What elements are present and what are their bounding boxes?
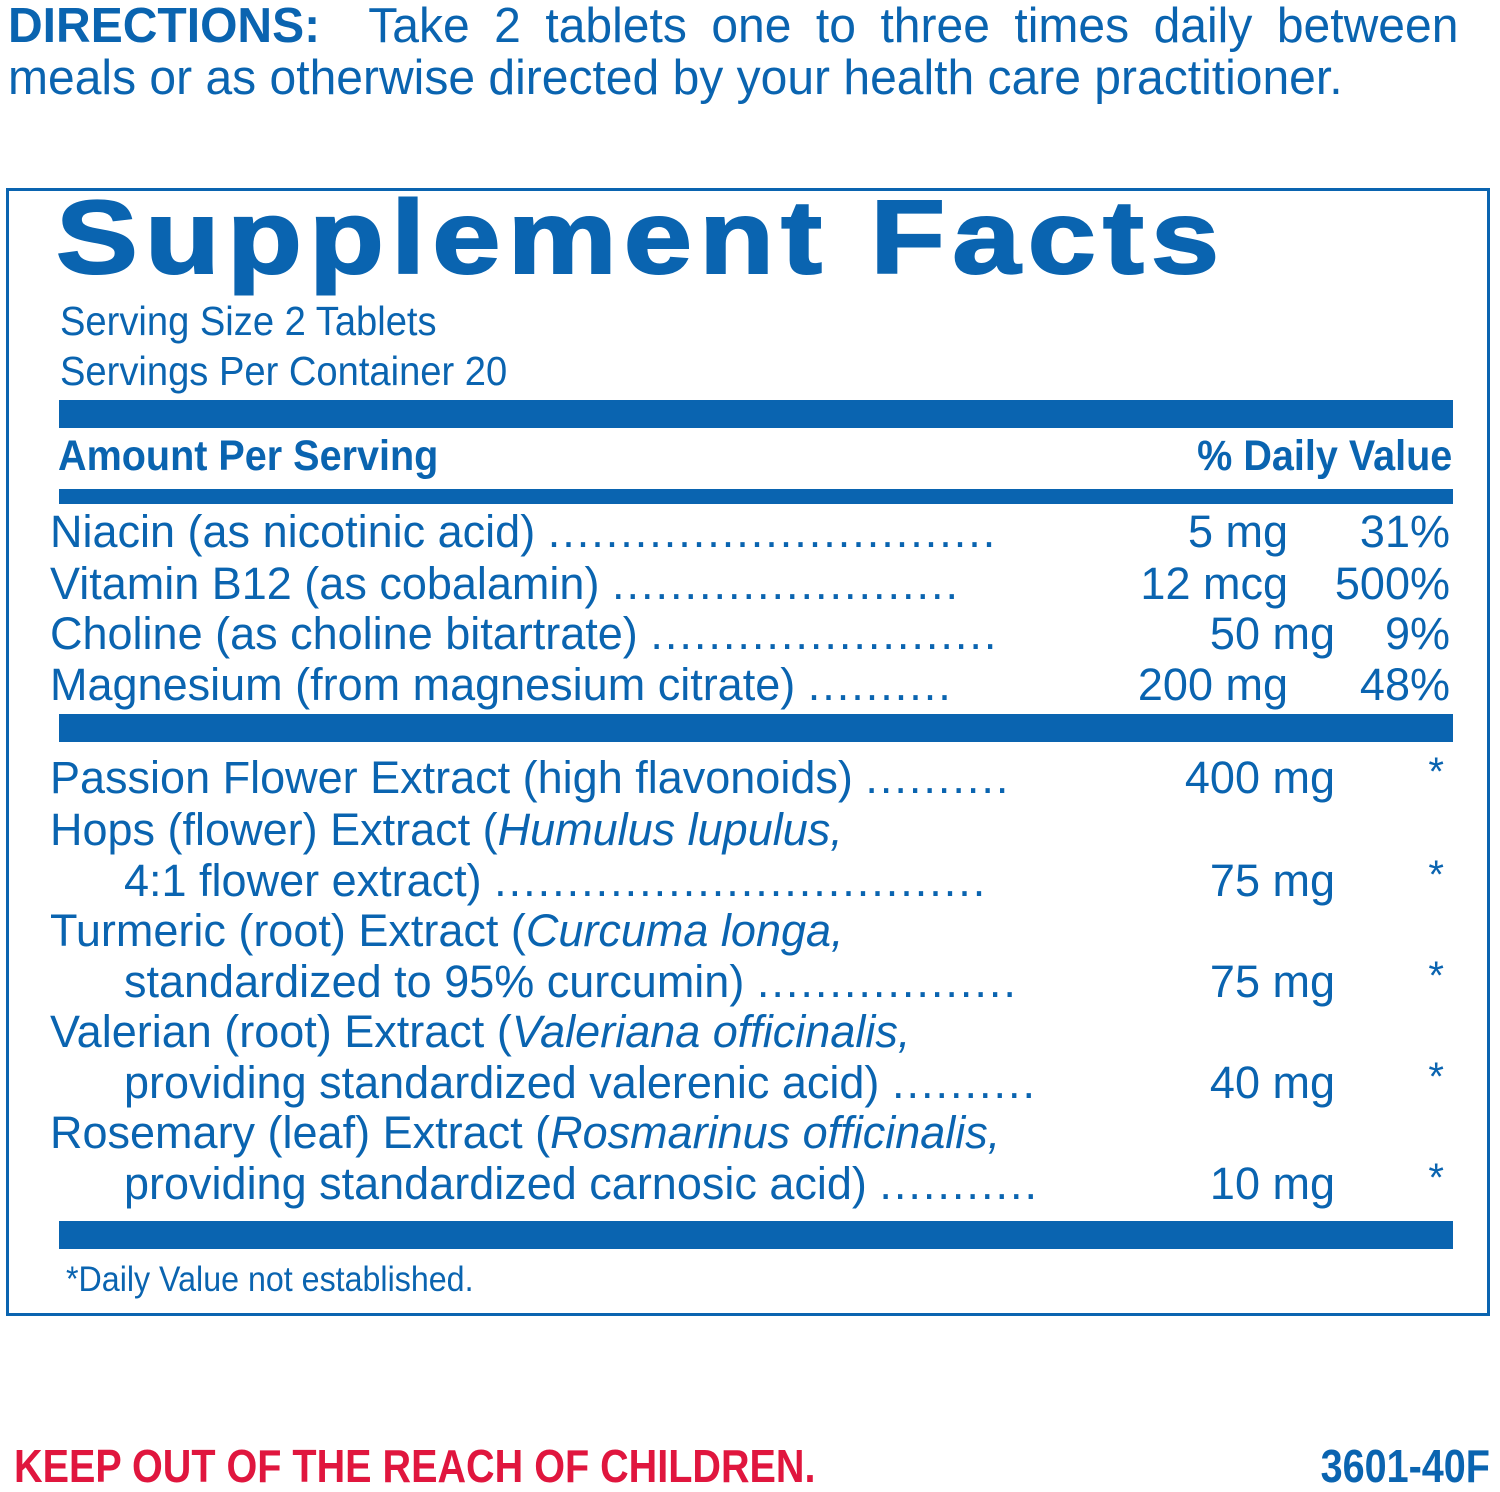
serving-size: Serving Size 2 Tablets [60,298,437,344]
ingredient-row-rosemary: providing standardized carnosic acid) ..… [50,1156,1450,1210]
botanical-latin-name: Curcuma longa, [525,905,844,956]
ingredient-amount: 400 mg [1184,752,1335,803]
ingredient-name: 4:1 flower extract) [124,855,482,906]
leader-dots: ............................... [547,506,998,557]
dv-not-established-asterisk: * [1428,853,1444,897]
thick-divider-middle [59,714,1453,742]
nutrient-row-vitamin-b12: Vitamin B12 (as cobalamin) .............… [50,558,1450,610]
leader-dots: .................................. [494,855,988,906]
nutrient-name: Vitamin B12 (as cobalamin) [50,558,600,609]
nutrient-dv: 500% [1334,558,1450,609]
nutrient-dv: 9% [1384,608,1450,659]
supplement-facts-panel [6,188,1490,1316]
nutrient-dv: 31% [1359,506,1450,557]
daily-value-header: % Daily Value [1196,432,1452,480]
directions-text: Take 2 tablets one to three times daily … [8,0,1459,105]
nutrient-name: Magnesium (from magnesium citrate) [50,659,796,710]
nutrient-dv: 48% [1359,659,1450,710]
ingredient-name: providing standardized valerenic acid) [124,1057,880,1108]
dv-not-established-asterisk: * [1428,750,1444,794]
botanical-latin-name: Rosmarinus officinalis, [550,1107,1001,1158]
botanical-latin-name: Valeriana officinalis, [511,1006,911,1057]
leader-dots: .......... [891,1057,1037,1108]
ingredient-name: standardized to 95% curcumin) [124,956,745,1007]
nutrient-amount: 50 mg [1209,608,1335,659]
ingredient-amount: 75 mg [1209,956,1335,1007]
product-code: 3601-40F [1320,1440,1490,1492]
ingredient-valerian-line1: Valerian (root) Extract (Valeriana offic… [50,1006,911,1057]
directions-label: DIRECTIONS: [8,0,321,53]
ingredient-row-passion-flower: Passion Flower Extract (high flavonoids)… [50,750,1450,804]
ingredient-name: Passion Flower Extract (high flavonoids) [50,752,853,803]
dv-not-established-asterisk: * [1428,1055,1444,1099]
daily-value-footnote: *Daily Value not established. [66,1260,474,1299]
nutrient-row-magnesium: Magnesium (from magnesium citrate) .....… [50,659,1450,711]
leader-dots: .......... [865,752,1011,803]
leader-dots: ........... [879,1158,1039,1209]
ingredient-turmeric-line1: Turmeric (root) Extract (Curcuma longa, [50,905,844,956]
nutrient-name: Niacin (as nicotinic acid) [50,506,536,557]
nutrient-name: Choline (as choline bitartrate) [50,608,638,659]
nutrient-amount: 200 mg [1137,659,1288,710]
ingredient-amount: 40 mg [1209,1057,1335,1108]
ingredient-row-turmeric: standardized to 95% curcumin) ..........… [50,954,1450,1008]
medium-divider [59,489,1453,504]
ingredient-amount: 10 mg [1209,1158,1335,1209]
ingredient-name: providing standardized carnosic acid) [124,1158,867,1209]
supplement-facts-title: Supplement Facts [55,180,1227,296]
nutrient-row-niacin: Niacin (as nicotinic acid) .............… [50,506,1450,558]
leader-dots: ........................ [611,558,961,609]
leader-dots: .................. [756,956,1018,1007]
amount-per-serving-header: Amount Per Serving [58,432,439,480]
dv-not-established-asterisk: * [1428,954,1444,998]
child-safety-warning: KEEP OUT OF THE REACH OF CHILDREN. [14,1440,816,1492]
nutrient-amount: 12 mcg [1140,558,1288,609]
ingredient-amount: 75 mg [1209,855,1335,906]
thick-divider-bottom [59,1221,1453,1249]
nutrient-row-choline: Choline (as choline bitartrate) ........… [50,608,1450,660]
botanical-latin-name: Humulus lupulus, [497,804,843,855]
servings-per-container: Servings Per Container 20 [60,348,508,394]
leader-dots: .......... [807,659,953,710]
ingredient-row-hops: 4:1 flower extract) ....................… [50,853,1450,907]
ingredient-row-valerian: providing standardized valerenic acid) .… [50,1055,1450,1109]
directions-paragraph: DIRECTIONS: Take 2 tablets one to three … [8,0,1458,104]
nutrient-amount: 5 mg [1187,506,1288,557]
leader-dots: ........................ [650,608,999,659]
thick-divider-top [59,400,1453,428]
ingredient-rosemary-line1: Rosemary (leaf) Extract (Rosmarinus offi… [50,1107,1001,1158]
dv-not-established-asterisk: * [1428,1156,1444,1200]
ingredient-hops-line1: Hops (flower) Extract (Humulus lupulus, [50,804,843,855]
